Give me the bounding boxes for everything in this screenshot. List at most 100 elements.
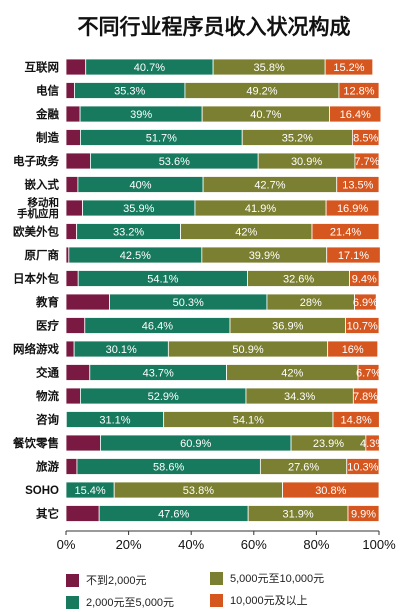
data-label: 33.2% — [113, 227, 144, 239]
bar-segment — [65, 129, 81, 146]
data-label: 36.9% — [272, 321, 303, 333]
data-label: 10.3% — [347, 462, 378, 474]
data-label: 7.8% — [353, 391, 378, 403]
bar-segment — [65, 364, 91, 381]
data-label: 6.9% — [353, 297, 378, 309]
chart-title: 不同行业程序员收入状况构成 — [78, 15, 351, 39]
bar-segment — [65, 176, 79, 193]
data-label: 54.1% — [233, 415, 264, 427]
bar-segment — [65, 387, 81, 405]
data-label: 42% — [281, 368, 303, 380]
data-label: 7.7% — [354, 156, 379, 168]
bar-segment — [352, 387, 379, 405]
data-label: 9.4% — [352, 274, 377, 286]
bar-segment — [65, 293, 110, 311]
category-label: 电信 — [36, 84, 59, 98]
legend-label-5000-10000: 5,000元至10,000元 — [230, 573, 325, 585]
category-label: 网络游戏 — [13, 342, 59, 356]
bar-segment — [354, 293, 377, 311]
data-label: 8.5% — [353, 133, 378, 145]
category-label: 日本外包 — [13, 272, 59, 286]
bar-segment — [65, 270, 79, 287]
data-label: 6.7% — [356, 368, 381, 380]
data-label: 58.6% — [153, 462, 184, 474]
category-label: 移动和手机应用 — [17, 196, 59, 220]
x-tick-label: 80% — [303, 537, 329, 552]
bar-segment — [65, 82, 75, 99]
data-label: 28% — [300, 297, 322, 309]
data-label: 40.7% — [250, 109, 281, 121]
bar-segment — [311, 223, 380, 240]
x-tick-label: 60% — [241, 537, 267, 552]
data-label: 39.9% — [249, 250, 280, 262]
data-label: 50.9% — [232, 344, 263, 356]
legend-label-lt2000: 不到2,000元 — [86, 575, 147, 587]
legend-swatch-5000-10000 — [210, 571, 223, 585]
data-label: 42.5% — [120, 250, 151, 262]
bar-segment — [65, 340, 75, 358]
data-label: 23.9% — [313, 438, 344, 450]
data-label: 21.4% — [330, 227, 361, 239]
legend-item-lt2000: 不到2,000元 — [66, 572, 147, 588]
data-label: 4.3% — [360, 438, 385, 450]
x-tick-label: 0% — [57, 537, 76, 552]
category-label: 制造 — [36, 131, 59, 145]
data-label: 13.5% — [342, 180, 373, 192]
data-label: 54.1% — [147, 274, 178, 286]
data-label: 32.6% — [283, 274, 314, 286]
bar-segment — [65, 223, 78, 240]
data-label: 47.6% — [158, 509, 189, 521]
x-tick-label: 20% — [116, 537, 142, 552]
data-label: 51.7% — [146, 133, 177, 145]
legend-swatch-2000-5000 — [66, 595, 79, 609]
bar-segment — [325, 199, 380, 217]
data-label: 52.9% — [148, 391, 179, 403]
bars-layer: 互联网 40.7% 35.8% 15.2% 电信 35.3% 49.2% 12.8% 金融 39%… — [12, 58, 385, 522]
data-label: 53.8% — [183, 485, 214, 497]
bar-segment — [65, 246, 70, 264]
bar-segment — [65, 152, 91, 170]
category-label: 电子政务 — [13, 154, 59, 168]
data-label: 50.3% — [173, 297, 204, 309]
legend-item-5000-10000: 5,000元至10,000元 — [210, 570, 324, 586]
data-label: 30.1% — [106, 344, 137, 356]
bar-segment — [65, 199, 83, 217]
bar-segment — [346, 458, 380, 475]
category-label: 餐饮零售 — [12, 436, 59, 450]
data-label: 27.6% — [288, 462, 319, 474]
category-label: SOHO — [25, 485, 59, 497]
data-label: 30.9% — [291, 156, 322, 168]
bar-segment — [324, 58, 374, 76]
data-label: 40.7% — [134, 62, 165, 74]
data-label: 9.9% — [351, 509, 376, 521]
legend-label-gt10000: 10,000元及以上 — [230, 595, 308, 607]
data-label: 35.3% — [114, 86, 145, 98]
data-label: 53.6% — [159, 156, 190, 168]
bar-segment — [327, 340, 379, 358]
legend-label-2000-5000: 2,000元至5,000元 — [86, 597, 175, 609]
category-label: 旅游 — [36, 460, 59, 474]
bar-segment — [65, 105, 81, 123]
data-label: 16.4% — [340, 109, 371, 121]
bar-segment — [347, 505, 380, 522]
legend-swatch-lt2000 — [66, 573, 79, 587]
category-label: 物流 — [36, 389, 59, 403]
bar-segment — [349, 270, 380, 287]
category-label: 嵌入式 — [25, 178, 60, 192]
category-label: 交通 — [36, 366, 59, 380]
data-label: 17.1% — [338, 250, 369, 262]
data-label: 15.2% — [333, 62, 364, 74]
category-label: 咨询 — [36, 413, 59, 427]
data-label: 15.4% — [74, 485, 105, 497]
category-label: 其它 — [36, 507, 59, 521]
data-label: 49.2% — [246, 86, 277, 98]
category-label: 医疗 — [36, 319, 59, 333]
bar-segment — [338, 82, 380, 99]
data-label: 35.2% — [282, 133, 313, 145]
category-label: 互联网 — [25, 60, 60, 74]
data-label: 40% — [129, 180, 151, 192]
bar-segment — [326, 246, 381, 264]
data-label: 34.3% — [284, 391, 315, 403]
data-label: 31.9% — [282, 509, 313, 521]
